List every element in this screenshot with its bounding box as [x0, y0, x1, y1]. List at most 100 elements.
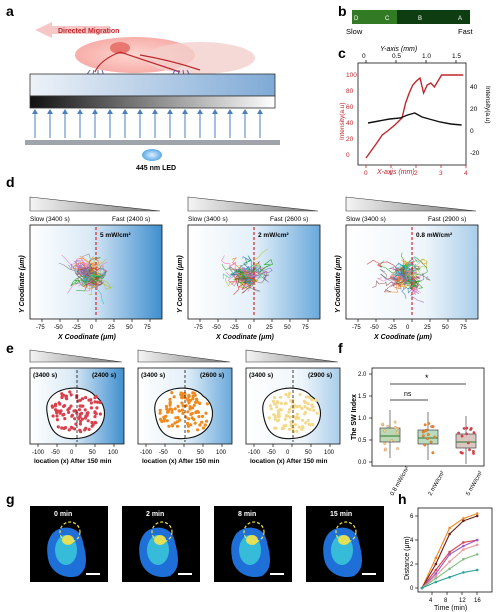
panel-d-fast-label: Fast (2600 s)	[270, 216, 308, 223]
panel-f-sig-star: *	[425, 373, 429, 383]
panel-e-dot	[64, 395, 68, 399]
panel-e-dot	[175, 420, 179, 424]
panel-e-dot	[94, 394, 98, 398]
led-glow	[142, 149, 162, 161]
panel-d-trajectory	[366, 259, 406, 275]
panel-e-dot	[295, 412, 299, 416]
led-label: 445 nm LED	[136, 165, 176, 172]
panel-d-trajectory	[72, 261, 92, 279]
panel-h-frame	[417, 507, 493, 593]
panel-f-dot	[466, 441, 470, 445]
panel-h-series-point	[462, 519, 465, 523]
panel-e-dot	[56, 425, 60, 429]
cell-nucleus	[110, 42, 130, 54]
panel-f-dot	[426, 433, 430, 437]
panel-e-dot	[281, 426, 286, 430]
panel-e-dot	[85, 413, 89, 417]
panel-e-dot	[93, 415, 97, 419]
panel-e-xtick-label: 100	[216, 450, 227, 456]
panel-e-dot	[198, 423, 202, 427]
panel-h-series-point	[434, 568, 438, 572]
panel-e-dot	[74, 422, 78, 426]
panel-e-dot	[75, 411, 79, 415]
panel-d-trajectory	[239, 264, 248, 275]
panel-c-black-line	[367, 112, 462, 126]
panel-e-dot	[315, 411, 319, 415]
panel-e-dot	[190, 416, 194, 420]
panel-e-dot	[170, 408, 174, 412]
panel-c-bottom-tick-label: 3	[439, 170, 443, 177]
panel-h-ylabel: Distance (μm)	[404, 536, 411, 580]
panel-e-dot	[84, 396, 88, 400]
panel-f-box	[455, 433, 477, 449]
panel-e-xtick-label: 0	[70, 450, 74, 456]
panel-f-ytick-label: 1.0	[358, 416, 367, 422]
panel-f-dot	[430, 425, 434, 429]
panel-d-wedge	[345, 196, 477, 212]
panel-e-xlabel: location (x) After 150 min	[34, 458, 111, 465]
panel-e-dot	[314, 398, 318, 402]
panel-e-dot	[269, 407, 273, 411]
panel-e-dot	[287, 395, 291, 399]
panel-e-dot	[164, 404, 169, 409]
panel-d-trajectory	[79, 255, 96, 275]
panel-e-dot	[158, 408, 162, 412]
panel-e-dot	[191, 397, 195, 401]
panel-d-trajectory	[372, 276, 407, 288]
panel-h-xtick-label: 12	[459, 598, 466, 604]
panel-c-left-tick-label: 20	[346, 136, 354, 143]
panel-label-g: g	[6, 491, 15, 507]
panel-label-f: f	[338, 340, 343, 356]
panel-h-series-point	[462, 517, 465, 520]
panel-e-dot	[188, 398, 192, 402]
panel-c-top-tick-label: 1.0	[422, 53, 431, 60]
panel-d-trajectory	[244, 271, 256, 292]
panel-f-dot	[465, 432, 469, 436]
panel-h-series-point	[462, 557, 465, 561]
panel-e-dot	[180, 401, 184, 405]
panel-e-dot	[189, 423, 193, 427]
panel-d-trajectory	[402, 260, 411, 278]
panel-e-dot	[196, 428, 200, 432]
panel-e-dot	[300, 406, 304, 411]
panel-e-dot	[204, 411, 208, 415]
panel-e-dot	[68, 390, 72, 394]
panel-f-dot	[433, 435, 437, 439]
panel-e-dot	[278, 408, 282, 412]
panel-e-dot	[63, 404, 67, 408]
panel-e-dot	[78, 422, 82, 426]
panel-d-trajectory	[76, 267, 91, 277]
panel-h-ytick-label: 0	[410, 586, 414, 592]
panel-e-dot	[287, 427, 292, 431]
panel-f-ytick-label: 0.0	[358, 460, 367, 466]
panel-e-dot	[276, 414, 281, 419]
panel-e-dot	[168, 403, 172, 407]
panel-e-dot	[205, 402, 209, 406]
panel-e-dot	[67, 428, 71, 432]
panel-c-top-tick-label: 0	[362, 53, 366, 60]
panel-e-dot	[271, 399, 275, 403]
panel-e-dot	[80, 397, 85, 401]
panel-f-dot	[421, 434, 425, 438]
panel-e-dot	[284, 393, 288, 397]
panel-g-highlight-circle	[151, 521, 173, 543]
panel-d-xtick-label: 0	[406, 325, 410, 331]
panel-e-dot	[278, 395, 283, 399]
panel-e-dot	[170, 391, 174, 395]
panel-h-series-point	[434, 580, 438, 584]
panel-e-dot	[307, 395, 311, 399]
panel-e-dot	[284, 414, 288, 418]
panel-e-dot	[67, 406, 71, 411]
panel-d-xtick-label: -50	[212, 325, 221, 331]
panel-d-trajectory	[83, 263, 92, 276]
gradient-mask	[29, 95, 276, 109]
panel-e-dot	[186, 410, 190, 414]
panel-h-series-point	[448, 553, 451, 556]
panel-e-xtick-label: -50	[51, 450, 60, 456]
panel-d-xtick-label: -25	[388, 325, 397, 331]
panel-e-dot	[186, 398, 190, 402]
panel-d-trajectory	[246, 261, 261, 276]
panel-e-dot	[173, 407, 177, 411]
panel-f-dot	[472, 431, 476, 435]
migration-arrow	[35, 22, 110, 38]
